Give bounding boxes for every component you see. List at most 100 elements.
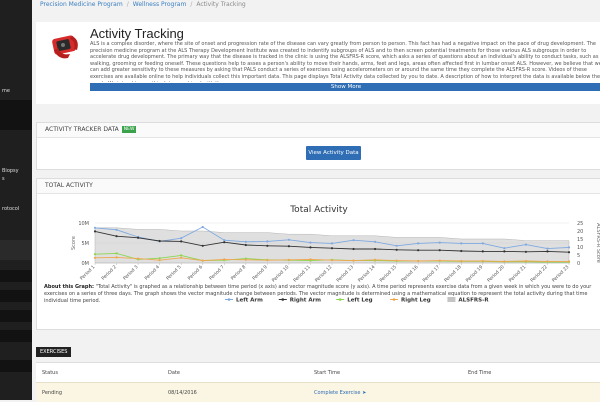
series-point-right-arm: [352, 247, 355, 251]
main-content: Precision Medicine Program / Wellness Prog…: [32, 0, 600, 402]
y2-tick-label: 25: [577, 221, 583, 227]
x-tick-label: Period 23: [551, 264, 571, 284]
y2-axis-title: ALSFRS-R Score: [595, 223, 600, 263]
activity-tracker-logo-icon: [48, 30, 82, 64]
legend-label: Left Leg: [347, 298, 372, 304]
row-status: Pending: [42, 390, 62, 396]
row-start-time: Complete Exercise ➤: [314, 390, 366, 396]
sidebar-item-fragment[interactable]: Biopsy: [2, 168, 19, 174]
view-activity-data-button[interactable]: View Activity Data: [306, 146, 361, 160]
x-tick-label: Period 6: [187, 264, 205, 282]
series-point-right-arm: [395, 248, 398, 251]
series-point-right-arm: [287, 245, 291, 248]
sidebar-item-fragment[interactable]: s: [2, 176, 5, 182]
x-tick-label: Period 9: [251, 264, 269, 282]
legend-label: Right Arm: [290, 298, 321, 304]
series-point-left-arm: [524, 243, 528, 246]
series-point-right-leg: [287, 258, 291, 261]
breadcrumb-wellness-program[interactable]: Wellness Program: [132, 1, 187, 8]
x-tick-label: Period 2: [100, 264, 118, 282]
series-point-left-leg: [158, 257, 161, 260]
series-point-right-leg: [223, 258, 226, 261]
activity-tracker-heading: ACTIVITY TRACKER DATA NEW: [37, 123, 600, 138]
series-point-left-arm: [438, 241, 441, 244]
legend-item: ALSFRS-R: [447, 297, 489, 304]
y2-tick-label: 5: [577, 253, 580, 259]
series-point-right-leg: [524, 259, 528, 263]
complete-exercise-link[interactable]: Complete Exercise ➤: [314, 390, 366, 396]
breadcrumb-precision-medicine[interactable]: Precision Medicine Program: [40, 1, 123, 8]
series-point-left-leg: [93, 253, 97, 256]
sidebar-item[interactable]: [0, 270, 32, 282]
breadcrumb-current: Activity Tracking: [196, 1, 246, 8]
x-tick-label: Period 16: [400, 264, 420, 284]
series-point-left-arm: [352, 239, 355, 242]
x-tick-label: Period 10: [271, 264, 291, 284]
series-point-left-arm: [373, 240, 377, 243]
legend-item: Left Leg: [336, 298, 373, 304]
about-graph-description: "Total Activity" is graphed as a relatio…: [44, 284, 592, 304]
legend-swatch: [447, 297, 456, 302]
intro-description: ALS is a complex disorder, where the sit…: [90, 41, 600, 82]
sidebar-item[interactable]: [0, 290, 32, 302]
chart-legend: Left Arm Right Arm Left Leg Right Leg ALSFRS…: [225, 297, 489, 304]
series-point-right-arm: [115, 235, 118, 238]
complete-exercise-label: Complete Exercise: [314, 390, 361, 396]
series-point-left-arm: [180, 237, 183, 240]
series-point-right-arm: [524, 250, 528, 253]
sidebar-item[interactable]: [0, 330, 32, 342]
series-point-right-leg: [93, 256, 97, 259]
activity-tracker-panel: ACTIVITY TRACKER DATA NEW View Activity D…: [36, 122, 600, 170]
series-point-left-leg: [115, 252, 118, 255]
sidebar-item-fragment[interactable]: me: [2, 88, 10, 94]
series-point-left-arm: [417, 242, 420, 245]
column-header-date: Date: [168, 370, 180, 376]
x-tick-label: Period 22: [529, 264, 549, 284]
series-point-left-arm: [309, 241, 312, 244]
series-point-left-arm: [503, 247, 506, 250]
alsfrs-area: [94, 227, 570, 264]
about-graph-label: About this Graph:: [44, 284, 95, 290]
series-point-right-arm: [180, 240, 183, 243]
series-point-right-leg: [395, 259, 398, 262]
legend-label: Right Leg: [401, 298, 431, 304]
x-tick-label: Period 11: [292, 264, 312, 284]
series-point-left-leg: [180, 254, 183, 257]
legend-item: Right Arm: [278, 298, 321, 304]
y2-tick-label: 20: [577, 229, 583, 235]
series-point-right-arm: [546, 250, 549, 253]
sidebar-item[interactable]: [0, 360, 32, 372]
sidebar-item-fragment[interactable]: rotocol: [2, 206, 20, 212]
y-tick-label: 5M: [82, 241, 90, 247]
series-point-right-arm: [93, 230, 97, 233]
series-point-right-leg: [266, 259, 269, 262]
total-activity-panel: TOTAL ACTIVITY Total Activity 10M 5M 0M Sco…: [36, 178, 600, 330]
chart-title: Total Activity: [290, 205, 348, 215]
column-header-end-time: End Time: [468, 370, 492, 376]
series-point-left-arm: [266, 240, 269, 243]
series-point-right-arm: [567, 251, 571, 254]
series-point-right-arm: [223, 241, 226, 244]
sidebar-item-active[interactable]: [0, 100, 32, 130]
legend-label: Left Arm: [236, 298, 263, 304]
about-graph-text: About this Graph: "Total Activity" is gr…: [44, 284, 598, 305]
page-title: Activity Tracking: [90, 26, 184, 41]
x-tick-label: Period 19: [465, 264, 485, 284]
series-point-right-leg: [481, 259, 484, 263]
series-point-right-leg: [244, 258, 247, 261]
series-point-left-arm: [244, 240, 247, 243]
series-point-right-arm: [244, 243, 247, 247]
sidebar-item[interactable]: [0, 310, 32, 322]
series-point-right-leg: [201, 259, 204, 262]
series-point-right-leg: [309, 258, 312, 261]
x-tick-label: Period 8: [230, 264, 248, 282]
exercises-tab[interactable]: EXERCISES: [36, 347, 72, 357]
series-point-right-leg: [352, 259, 355, 262]
table-row: Pending 08/14/2016 Complete Exercise ➤: [36, 382, 600, 402]
series-point-right-arm: [266, 244, 269, 247]
x-tick-label: Period 13: [335, 264, 355, 284]
series-point-right-arm: [201, 244, 204, 247]
column-header-start-time: Start Time: [314, 370, 341, 376]
series-point-right-leg: [180, 256, 183, 259]
show-more-button[interactable]: Show More: [90, 83, 600, 91]
